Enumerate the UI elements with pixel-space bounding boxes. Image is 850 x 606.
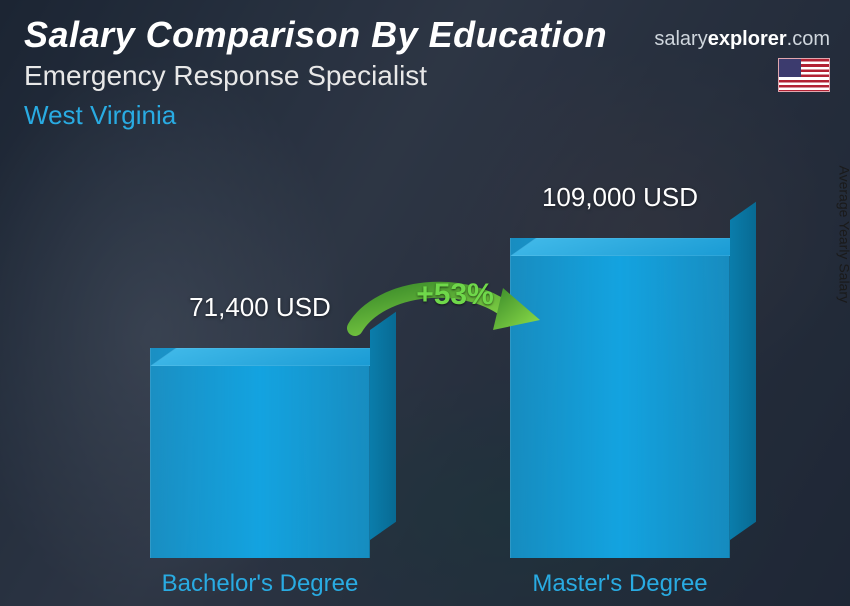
bar-top-face bbox=[150, 348, 396, 366]
bar-value-label: 71,400 USD bbox=[189, 292, 331, 323]
bar-category-label: Bachelor's Degree bbox=[162, 570, 359, 598]
bar-front-face bbox=[150, 348, 370, 558]
job-title: Emergency Response Specialist bbox=[24, 60, 427, 92]
flag-icon bbox=[778, 58, 830, 92]
brand-suffix: .com bbox=[787, 28, 830, 50]
infographic-content: Salary Comparison By Education Emergency… bbox=[0, 0, 850, 606]
bar-category-label: Master's Degree bbox=[532, 570, 707, 598]
bar-bachelors: 71,400 USD Bachelor's Degree bbox=[150, 348, 370, 558]
bar-side-face bbox=[370, 312, 396, 540]
brand-mid: explorer bbox=[708, 28, 787, 50]
bar-chart: 71,400 USD Bachelor's Degree 109,000 USD… bbox=[0, 136, 850, 606]
page-title: Salary Comparison By Education bbox=[24, 14, 607, 56]
bar-side-face bbox=[730, 202, 756, 540]
bar-masters: 109,000 USD Master's Degree bbox=[510, 238, 730, 558]
bar-top-face bbox=[510, 238, 756, 256]
location-label: West Virginia bbox=[24, 100, 176, 131]
bar-front-face bbox=[510, 238, 730, 558]
percent-increase-text: +53% bbox=[416, 278, 494, 312]
brand-prefix: salary bbox=[654, 28, 707, 50]
bar-value-label: 109,000 USD bbox=[542, 182, 698, 213]
brand-watermark: salaryexplorer.com bbox=[654, 28, 830, 51]
